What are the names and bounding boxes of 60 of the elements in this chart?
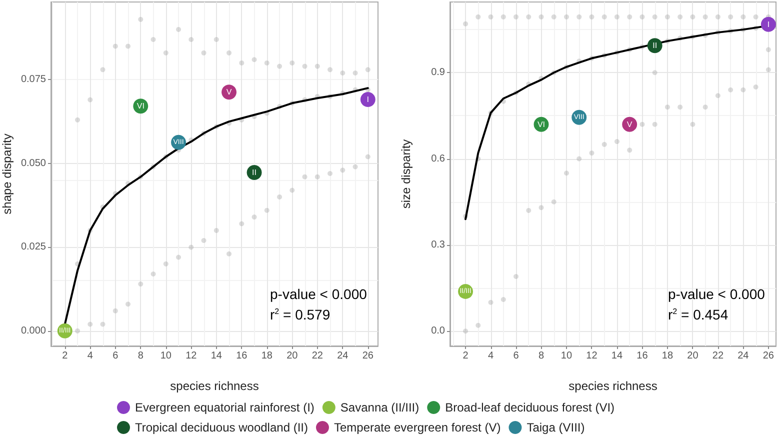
x-tick-label: 10 — [560, 350, 572, 362]
annotation: II — [652, 41, 658, 50]
y-tick-label: 0.0 — [431, 326, 446, 337]
annotation: p-value < 0.000 — [668, 286, 765, 302]
x-tick-label: 10 — [160, 350, 172, 362]
legend-label: Savanna (II/III) — [340, 400, 420, 414]
legend-label: Evergreen equatorial rainforest (I) — [135, 400, 314, 414]
legend-label: Temperate evergreen forest (V) — [334, 420, 501, 434]
annotation: r$^{2}$ = 0.454 — [668, 306, 728, 323]
x-tick-label: 22 — [312, 350, 324, 362]
x-tick-label: 6 — [112, 350, 119, 362]
x-tick-label: 14 — [611, 350, 623, 362]
y-tick-label: 0.000 — [20, 325, 46, 336]
x-tick-label: 26 — [362, 350, 374, 362]
x-tick-label: 6 — [513, 350, 520, 362]
y-tick-label: 0.9 — [431, 67, 446, 78]
point — [246, 164, 262, 180]
x-tick-label: 24 — [337, 350, 349, 362]
annotation: V — [626, 120, 633, 129]
x-tick-label: 16 — [636, 350, 648, 362]
x-axis-title: species richness — [170, 379, 259, 393]
legend-label: Broad-leaf deciduous forest (VI) — [445, 400, 615, 414]
x-tick-label: 8 — [138, 350, 144, 362]
annotation: V — [226, 88, 232, 97]
x-tick-label: 12 — [186, 350, 198, 362]
x-tick-label: 2 — [62, 350, 68, 362]
point — [760, 16, 776, 32]
y-axis-title: shape disparity — [0, 134, 14, 214]
x-tick-label: 4 — [488, 350, 494, 362]
legend-label: Taiga (VIII) — [526, 420, 585, 434]
annotation: I — [366, 94, 370, 104]
x-tick-label: 12 — [586, 350, 598, 362]
x-tick-label: 18 — [662, 350, 674, 362]
point — [360, 92, 376, 107]
x-tick-label: 22 — [712, 350, 724, 362]
x-tick-label: 14 — [210, 350, 222, 362]
y-axis-title: size disparity — [399, 139, 413, 209]
x-tick-label: 16 — [236, 350, 248, 362]
x-tick-label: 20 — [687, 350, 699, 362]
annotation: p-value < 0.000 — [270, 286, 367, 302]
annotation: I — [767, 20, 770, 29]
point — [647, 38, 662, 54]
y-tick-label: 0.025 — [20, 242, 46, 253]
x-tick-label: 20 — [286, 350, 298, 362]
legend-label: Tropical deciduous woodland (II) — [135, 420, 308, 434]
x-axis-title: species richness — [568, 379, 658, 393]
x-tick-label: 4 — [87, 350, 94, 362]
x-tick-label: 2 — [462, 350, 469, 362]
x-tick-label: 26 — [762, 350, 774, 362]
x-tick-label: 18 — [261, 350, 273, 362]
annotation: VI — [136, 102, 144, 111]
y-tick-label: 0.3 — [431, 239, 446, 250]
annotation: VI — [537, 120, 546, 129]
annotation: II — [252, 168, 256, 177]
y-tick-label: 0.075 — [20, 74, 46, 86]
annotation: r$^{2}$ = 0.579 — [270, 306, 330, 323]
x-tick-label: 24 — [738, 350, 750, 362]
x-tick-label: 8 — [538, 350, 544, 362]
y-tick-label: 0.050 — [20, 158, 46, 169]
y-tick-label: 0.6 — [431, 153, 446, 164]
